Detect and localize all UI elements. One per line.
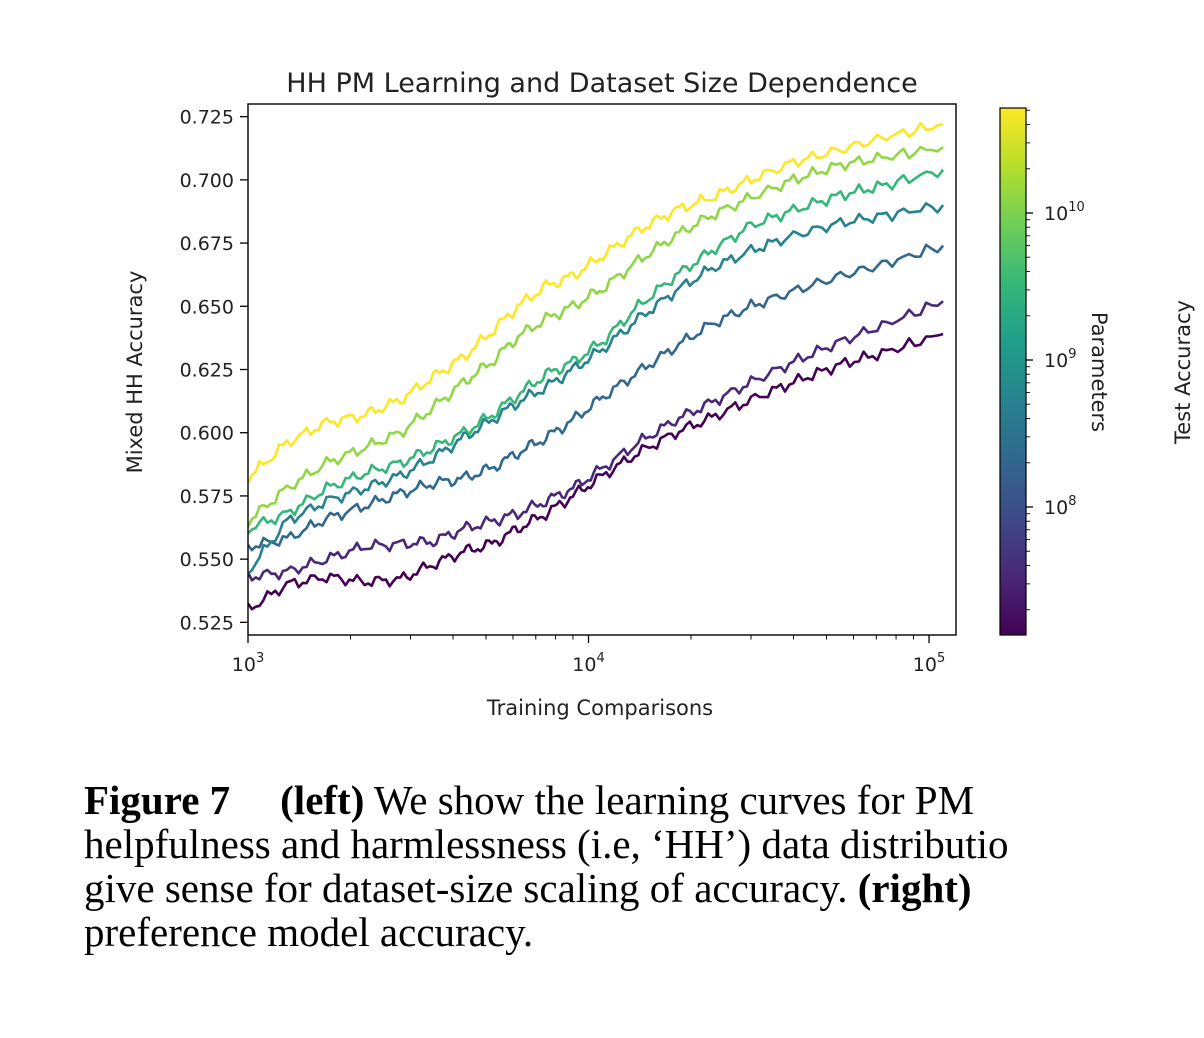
x-tick-label: 105 <box>913 651 945 676</box>
y-axis-label: Mixed HH Accuracy <box>123 271 147 474</box>
caption-line-3: give sense for dataset-size scaling of a… <box>84 866 1204 910</box>
caption-line-1-text: We show the learning curves for PM <box>364 777 975 823</box>
y-tick-label: 0.550 <box>180 549 234 571</box>
series-line <box>248 202 945 575</box>
y-tick-label: 0.600 <box>180 423 234 445</box>
plot-lines <box>248 121 945 611</box>
x-axis-label: Training Comparisons <box>486 696 713 720</box>
caption-figure-label: Figure 7 <box>84 777 231 823</box>
series-line <box>248 145 944 528</box>
series-line <box>248 243 945 552</box>
colorbar <box>999 107 1027 636</box>
figure-chart: HH PM Learning and Dataset Size Dependen… <box>123 68 1195 720</box>
caption-line-1: Figure 7 (left) We show the learning curv… <box>84 778 1204 822</box>
y-tick-label: 0.525 <box>180 612 234 634</box>
plot-frame <box>247 103 957 636</box>
y-axis-ticks: 0.525 0.550 0.575 0.600 0.625 0.650 0.675 0.700… <box>180 107 248 634</box>
caption-left-tag: (left) <box>280 777 365 823</box>
caption-right-tag: (right) <box>857 865 972 911</box>
figure-caption: Figure 7 (left) We show the learning curv… <box>84 778 1204 954</box>
chart-title: HH PM Learning and Dataset Size Dependen… <box>286 68 917 99</box>
colorbar-tick-label: 109 <box>1044 347 1076 372</box>
x-tick-label: 103 <box>232 651 264 676</box>
colorbar-tick-label: 108 <box>1044 494 1076 519</box>
caption-line-3-text: give sense for dataset-size scaling of a… <box>84 865 858 911</box>
y-tick-label: 0.650 <box>180 296 234 318</box>
y-tick-label: 0.675 <box>180 233 234 255</box>
y-tick-label: 0.625 <box>180 360 234 382</box>
caption-line-2: helpfulness and harmlessness (i.e, ‘HH’)… <box>84 821 1009 867</box>
series-line <box>248 121 944 484</box>
y-tick-label: 0.725 <box>180 107 234 129</box>
series-line <box>248 332 944 611</box>
caption-line-4: preference model accuracy. <box>84 909 534 955</box>
x-axis-ticks: 103 104 105 <box>232 635 945 676</box>
cropped-right-axis-label: Test Accuracy <box>1171 300 1195 445</box>
y-tick-label: 0.700 <box>180 170 234 192</box>
colorbar-ticks: 108 109 1010 <box>1026 109 1085 611</box>
y-tick-label: 0.575 <box>180 486 234 508</box>
colorbar-tick-label: 1010 <box>1044 200 1085 225</box>
colorbar-label: Parameters <box>1087 312 1111 432</box>
x-tick-label: 104 <box>572 651 604 676</box>
series-line <box>248 300 944 582</box>
series-line <box>248 168 945 535</box>
